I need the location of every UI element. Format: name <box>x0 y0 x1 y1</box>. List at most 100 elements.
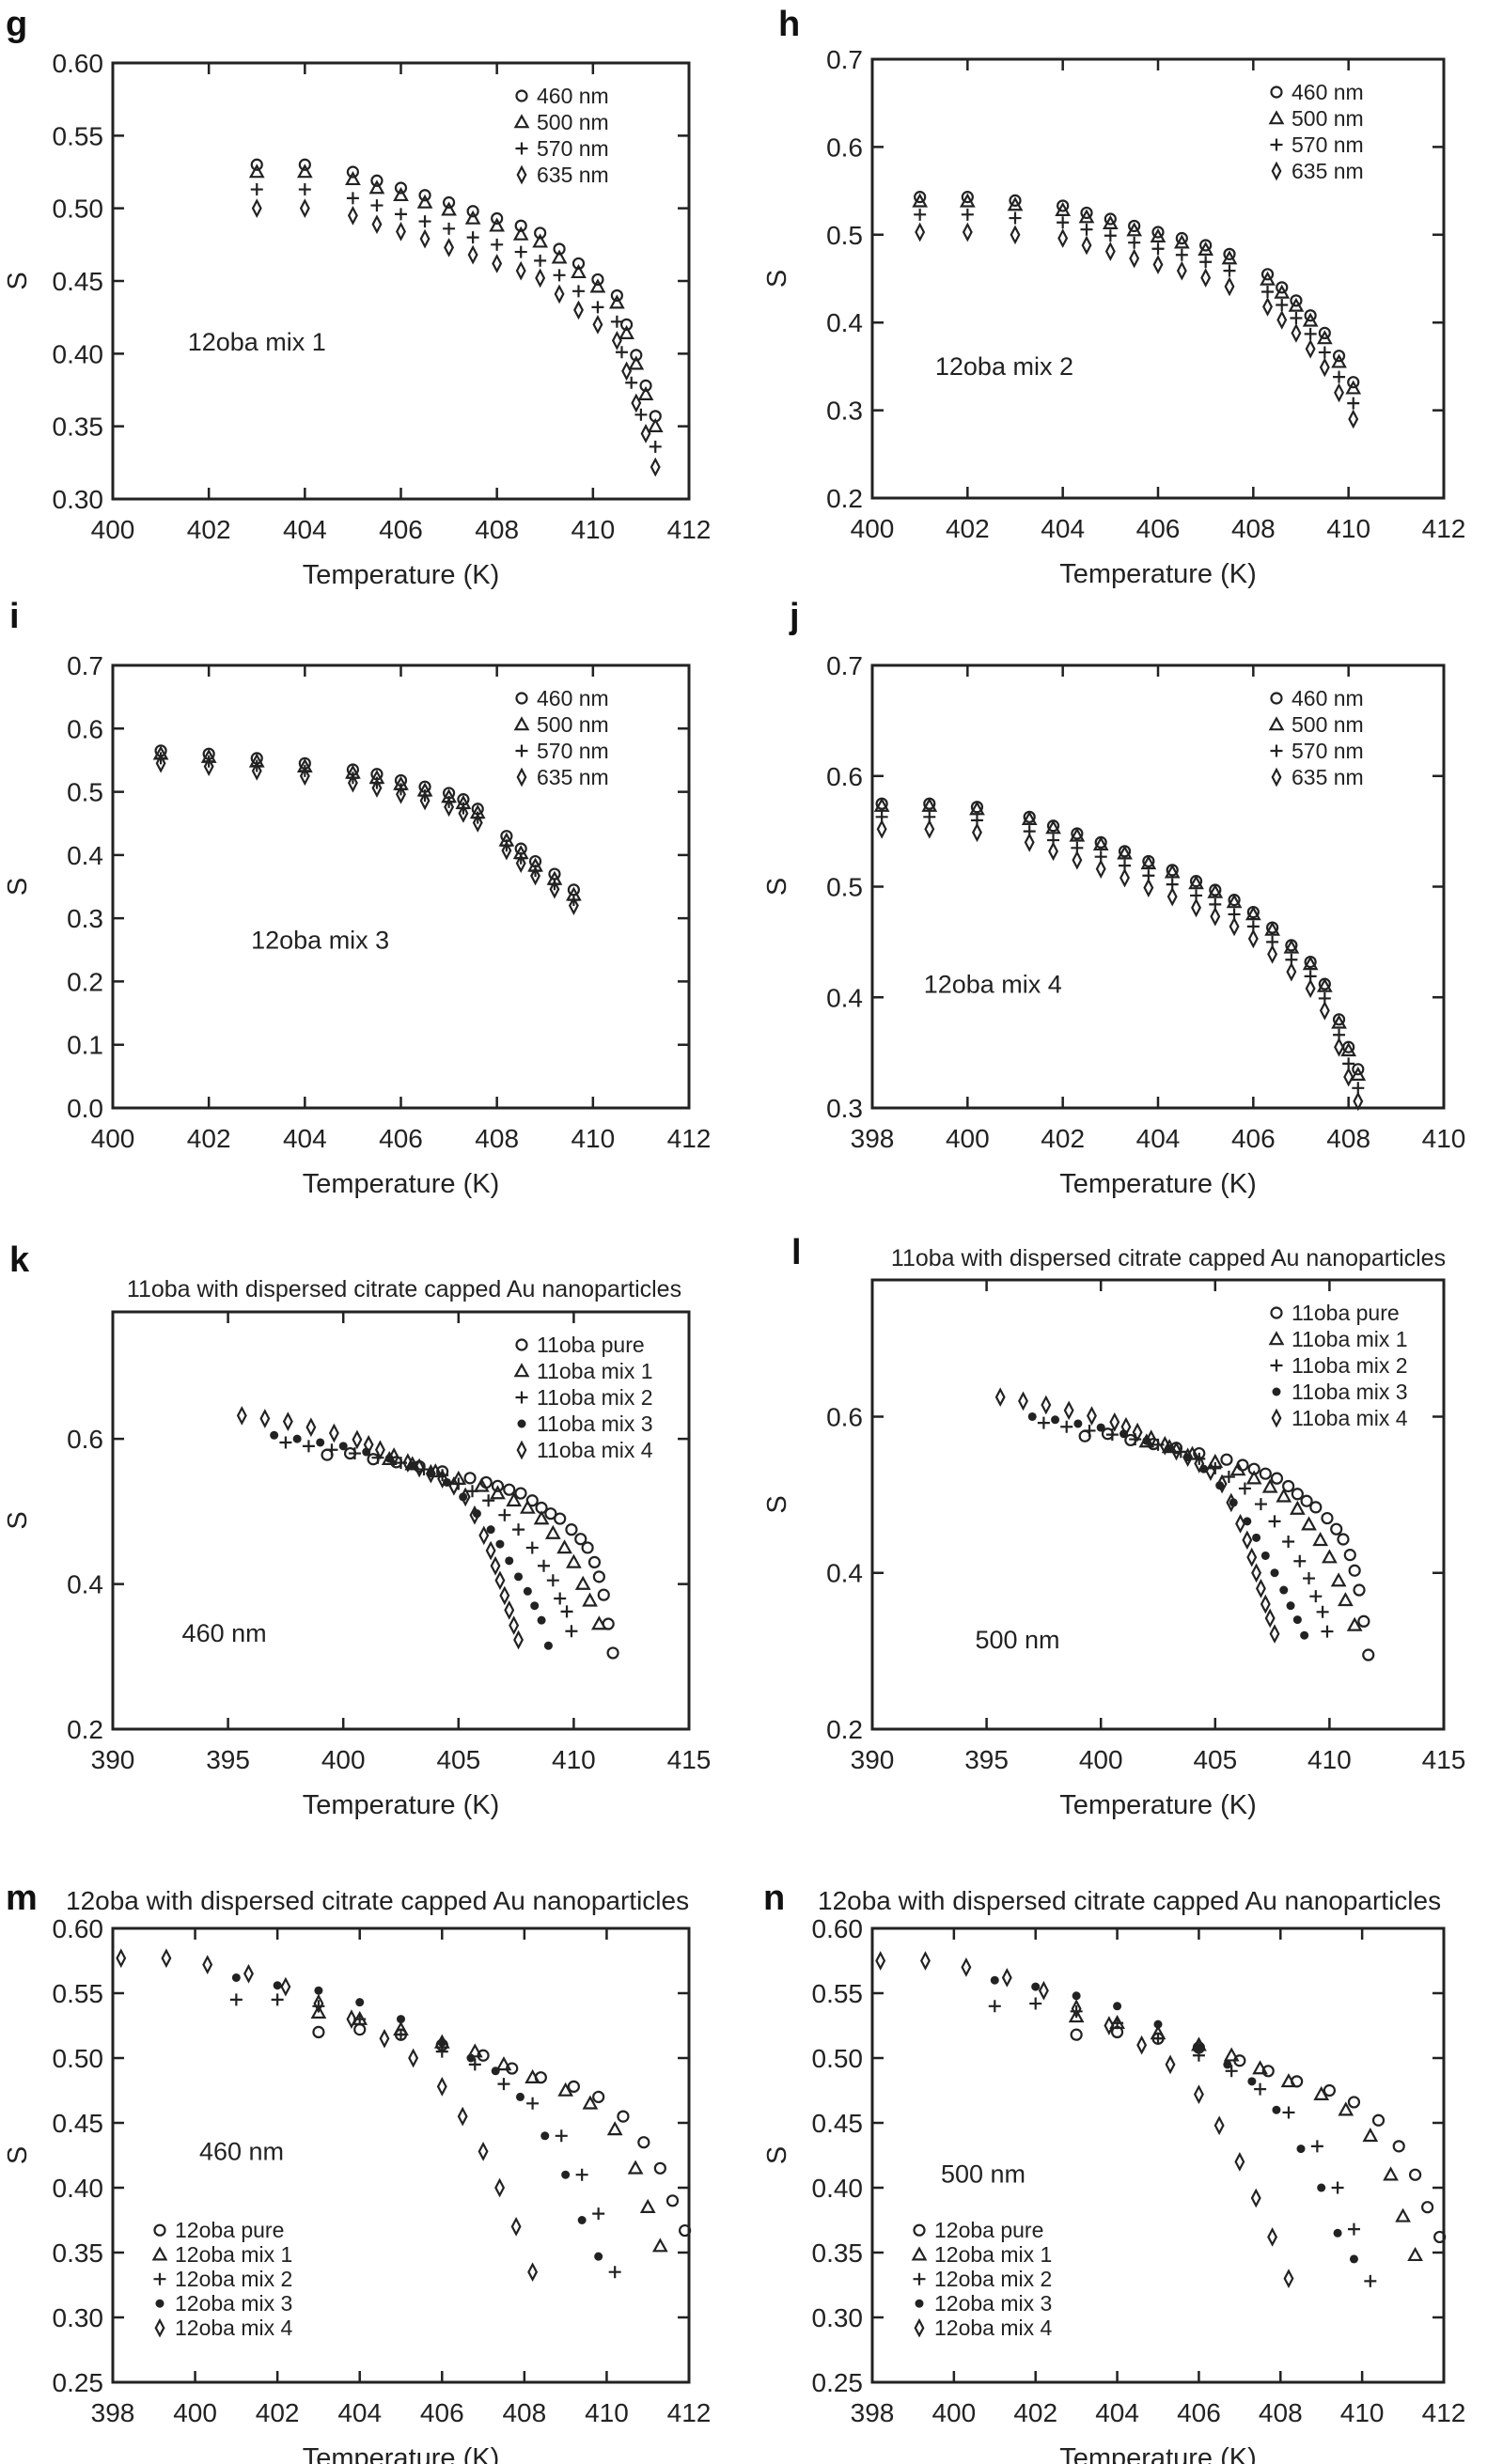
x-tick-label: 400 <box>91 515 135 544</box>
legend-label: 11oba mix 2 <box>537 1385 653 1410</box>
data-point <box>495 1539 505 1549</box>
data-point <box>571 263 587 279</box>
data-point <box>1264 921 1280 936</box>
data-point <box>1292 1615 1302 1625</box>
data-point <box>466 205 479 218</box>
data-point <box>1350 1066 1367 1081</box>
data-point <box>534 226 547 240</box>
panel-m: m 12oba with dispersed citrate capped Au … <box>3 1879 711 2464</box>
data-point <box>1213 2115 1225 2136</box>
data-point <box>1140 855 1157 870</box>
data-point <box>1362 2128 1379 2143</box>
data-point <box>298 183 311 196</box>
data-point <box>1280 2073 1297 2088</box>
data-point <box>1245 906 1261 921</box>
data-point <box>292 1434 302 1443</box>
data-point <box>634 408 648 421</box>
series-12oba-mix-2 <box>229 1993 621 2279</box>
series-635-nm <box>251 198 661 477</box>
data-point <box>1120 1416 1132 1437</box>
data-point <box>577 2216 587 2224</box>
data-point <box>1095 859 1106 880</box>
data-point <box>1347 376 1360 389</box>
data-point <box>924 819 935 839</box>
data-point <box>587 1555 602 1569</box>
data-point <box>363 1434 374 1455</box>
x-tick-label: 400 <box>1079 1745 1123 1774</box>
x-tick-label: 412 <box>667 1124 712 1153</box>
y-tick-label: 0.4 <box>826 1559 863 1588</box>
data-point <box>1319 357 1330 378</box>
legend-marker-triangle <box>513 716 530 731</box>
data-point <box>625 376 638 389</box>
data-point <box>1071 1999 1082 2019</box>
data-point <box>515 2092 524 2101</box>
data-point <box>1226 894 1243 909</box>
x-tick-label: 406 <box>1177 2398 1221 2427</box>
data-point <box>514 1487 527 1500</box>
data-point <box>1338 1592 1354 1607</box>
data-point <box>1041 1395 1052 1415</box>
data-point <box>1247 928 1259 949</box>
data-point <box>473 1477 490 1492</box>
y-axis-label: S <box>3 1511 33 1529</box>
x-tick-label: 402 <box>187 515 231 544</box>
data-point <box>419 228 431 249</box>
series-12oba-mix-1 <box>1068 2008 1423 2262</box>
data-point <box>236 1406 247 1426</box>
panel-label: l <box>791 1233 802 1272</box>
data-point <box>1235 1514 1246 1534</box>
data-point <box>592 2207 605 2221</box>
data-point <box>537 1615 546 1625</box>
data-point <box>296 164 313 179</box>
legend-marker-diamond <box>516 1440 527 1460</box>
x-tick-label: 415 <box>667 1745 712 1774</box>
legend-label: 500 nm <box>537 712 609 737</box>
data-point <box>1018 1391 1028 1411</box>
data-point <box>1176 260 1187 281</box>
data-point <box>1268 1515 1281 1528</box>
data-point <box>1037 1416 1050 1429</box>
y-tick-label: 0.4 <box>826 308 863 337</box>
data-point <box>355 1998 365 2007</box>
legend-marker-plus <box>1270 744 1283 757</box>
series-11oba-pure <box>321 1446 619 1660</box>
data-point <box>1317 2183 1326 2192</box>
data-point <box>302 1440 315 1453</box>
data-point <box>346 192 359 205</box>
data-point <box>491 238 504 251</box>
data-point <box>1353 1583 1366 1597</box>
data-point <box>610 289 623 303</box>
data-point <box>615 346 628 359</box>
data-point <box>463 1472 477 1485</box>
series-11oba-mix-4 <box>994 1387 1280 1644</box>
data-point <box>1392 2140 1405 2153</box>
data-point <box>1262 297 1274 317</box>
series-635-nm <box>915 222 1359 429</box>
x-tick-label: 402 <box>1013 2398 1057 2427</box>
data-point <box>653 2161 666 2175</box>
data-point <box>575 2168 588 2181</box>
legend-label: 500 nm <box>1292 106 1364 131</box>
legend-label: 570 nm <box>537 136 609 161</box>
data-point <box>611 331 622 351</box>
data-point <box>1276 310 1288 330</box>
series-11oba-mix-4 <box>236 1406 524 1650</box>
data-point <box>1221 250 1238 265</box>
legend-marker-circle <box>515 1338 528 1351</box>
data-point <box>1083 1424 1096 1437</box>
legend-marker-circle <box>153 2223 166 2237</box>
y-tick-label: 0.4 <box>67 1570 103 1599</box>
data-point <box>1175 231 1188 245</box>
data-point <box>1069 827 1086 842</box>
data-point <box>1216 1474 1228 1494</box>
data-point <box>1254 2082 1267 2096</box>
y-tick-label: 0.35 <box>53 413 104 442</box>
data-point <box>1159 1435 1170 1456</box>
data-point <box>1296 2144 1306 2154</box>
x-tick-label: 410 <box>1326 514 1370 543</box>
data-point <box>1347 2096 1361 2109</box>
data-point <box>1250 2188 1261 2208</box>
